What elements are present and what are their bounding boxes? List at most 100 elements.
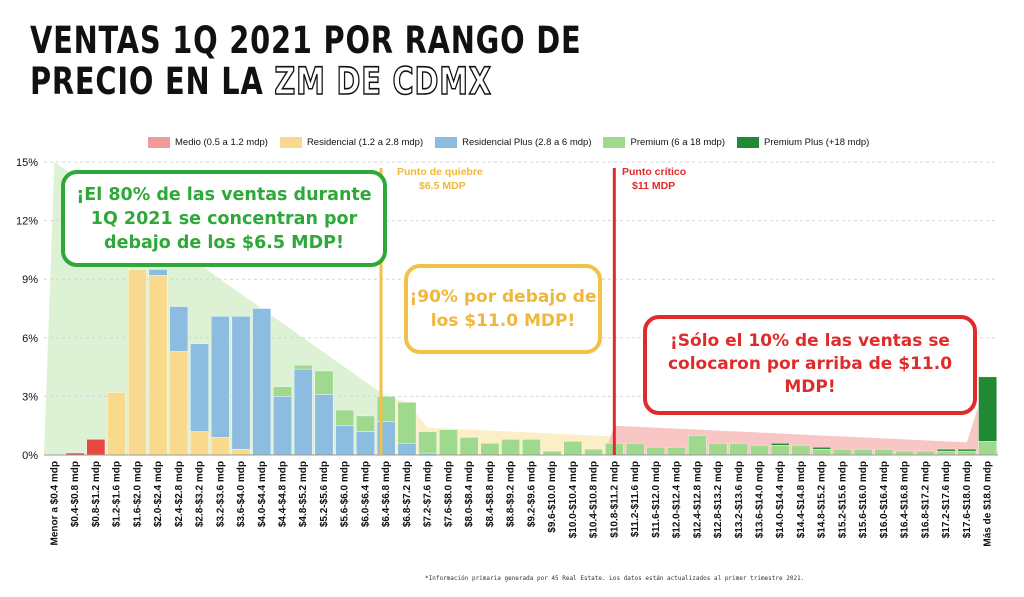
bar-segment: [148, 275, 168, 456]
bar-segment: [397, 402, 417, 444]
y-tick-label: 12%: [16, 216, 38, 228]
x-tick-label: $15.2-$15.6 mdp: [837, 461, 848, 538]
bar-segment: [210, 437, 230, 456]
y-tick-label: 3%: [22, 391, 38, 403]
bar-segment: [335, 425, 355, 456]
bar-segment: [957, 450, 977, 456]
x-tick-label: $3.2-$3.6 mdp: [215, 461, 226, 527]
bar-segment: [439, 429, 458, 456]
critical-point-value: $11 MDP: [632, 180, 676, 192]
title-line-2: PRECIO EN LA ZM DE CDMX: [30, 60, 582, 103]
callout-10-percent: ¡Sólo el 10% de las ventas se colocaron …: [643, 315, 977, 415]
y-tick-label: 9%: [22, 274, 38, 286]
bar-segment: [770, 445, 790, 456]
bar-segment: [729, 443, 749, 456]
bar-segment: [273, 386, 292, 397]
callout-80-percent: ¡El 80% de las ventas durante 1Q 2021 se…: [61, 170, 387, 267]
bar-segment: [356, 431, 375, 456]
bar-segment: [978, 441, 997, 456]
bar-segment: [563, 441, 583, 456]
chart-legend: Medio (0.5 a 1.2 mdp) Residencial (1.2 a …: [148, 137, 869, 148]
bar-segment: [231, 448, 251, 456]
y-tick-label: 15%: [16, 157, 38, 169]
x-tick-label: $2.0-$2.4 mdp: [153, 461, 164, 527]
x-tick-label: $1.6-$2.0 mdp: [132, 461, 143, 527]
legend-item: Residencial Plus (2.8 a 6 mdp): [435, 137, 591, 148]
legend-swatch: [737, 137, 759, 148]
bar-segment: [833, 448, 852, 456]
x-tick-label: $6.8-$7.2 mdp: [402, 461, 413, 527]
bar-segment: [770, 443, 790, 446]
x-tick-label: $12.4-$12.8 mdp: [692, 461, 703, 538]
legend-item: Premium (6 a 18 mdp): [603, 137, 725, 148]
x-tick-label: $0.8-$1.2 mdp: [91, 461, 102, 527]
x-tick-label: $4.8-$5.2 mdp: [298, 461, 309, 527]
x-tick-label: $10.0-$10.4 mdp: [568, 461, 579, 538]
x-tick-label: $14.4-$14.8 mdp: [796, 461, 807, 538]
bar-segment: [812, 446, 832, 450]
page-title: VENTAS 1Q 2021 POR RANGO DE PRECIO EN LA…: [30, 19, 582, 103]
break-point-label: Punto de quiebre $6.5 MDP: [397, 165, 483, 193]
legend-label: Premium (6 a 18 mdp): [630, 137, 725, 148]
break-point-title: Punto de quiebre: [397, 166, 483, 178]
bar-segment: [936, 450, 956, 456]
bar-segment: [418, 431, 437, 454]
bar-segment: [293, 368, 313, 456]
legend-label: Premium Plus (+18 mdp): [764, 137, 870, 148]
bar-segment: [169, 351, 189, 456]
bar-segment: [978, 376, 997, 442]
x-tick-label: $7.2-$7.6 mdp: [423, 461, 434, 527]
title-line-2-prefix: PRECIO EN LA: [30, 60, 275, 103]
x-tick-label: $3.6-$4.0 mdp: [236, 461, 247, 527]
legend-swatch: [279, 137, 302, 148]
x-tick-label: $5.6-$6.0 mdp: [340, 461, 351, 527]
bar-segment: [750, 445, 769, 456]
x-tick-label: $8.4-$8.8 mdp: [485, 461, 496, 527]
x-tick-label: $8.0-$8.4 mdp: [464, 461, 475, 527]
x-tick-label: $14.0-$14.4 mdp: [775, 461, 786, 538]
x-tick-label: $17.6-$18.0 mdp: [962, 461, 973, 538]
background-region: [375, 396, 625, 455]
bar-segment: [190, 431, 209, 456]
x-tick-label: $17.2-$17.6 mdp: [941, 461, 952, 538]
bar-segment: [190, 343, 209, 432]
bar-segment: [397, 443, 417, 456]
x-tick-label: $10.8-$11.2 mdp: [609, 461, 620, 538]
bar-segment: [791, 445, 811, 456]
x-tick-label: $4.4-$4.8 mdp: [278, 461, 289, 527]
bar-segment: [252, 308, 272, 456]
bar-segment: [210, 316, 230, 438]
y-tick-label: 0%: [22, 450, 38, 462]
legend-item: Residencial (1.2 a 2.8 mdp): [279, 137, 423, 148]
footnote: *Información primaria generada por 45 Re…: [425, 575, 805, 582]
x-tick-label: $16.4-$16.8 mdp: [900, 461, 911, 538]
bar-segment: [128, 269, 147, 456]
bar-segment: [853, 448, 873, 456]
bar-segment: [936, 448, 956, 452]
bar-segment: [667, 446, 686, 456]
x-tick-label: $13.2-$13.6 mdp: [734, 461, 745, 538]
bar-segment: [874, 448, 894, 456]
bar-segment: [646, 446, 666, 456]
x-tick-label: $16.8-$17.2 mdp: [920, 461, 931, 538]
bar-segment: [687, 435, 707, 456]
title-line-1: VENTAS 1Q 2021 POR RANGO DE: [30, 19, 582, 62]
bar-chart: 0% 3% 6% 9% 12% 15% Menor a $0.4 mdp $0.4-$0.8 …: [16, 157, 998, 547]
bar-segment: [335, 409, 355, 426]
bar-segment: [625, 443, 645, 456]
bar-segment: [459, 437, 479, 456]
legend-swatch: [603, 137, 626, 148]
y-tick-label: 6%: [22, 333, 38, 345]
bar-segment: [584, 448, 603, 456]
legend-item: Premium Plus (+18 mdp): [737, 137, 869, 148]
bar-segment: [812, 448, 832, 456]
bar-segment: [86, 439, 106, 456]
bar-segment: [148, 269, 168, 276]
x-tick-label: $5.2-$5.6 mdp: [319, 461, 330, 527]
bar-segment: [273, 396, 292, 456]
bar-segment: [314, 370, 334, 395]
x-tick-label: Menor a $0.4 mdp: [49, 461, 60, 545]
bar-segment: [480, 443, 500, 456]
x-tick-label: $7.6-$8.0 mdp: [443, 461, 454, 527]
bar-segment: [356, 415, 375, 432]
